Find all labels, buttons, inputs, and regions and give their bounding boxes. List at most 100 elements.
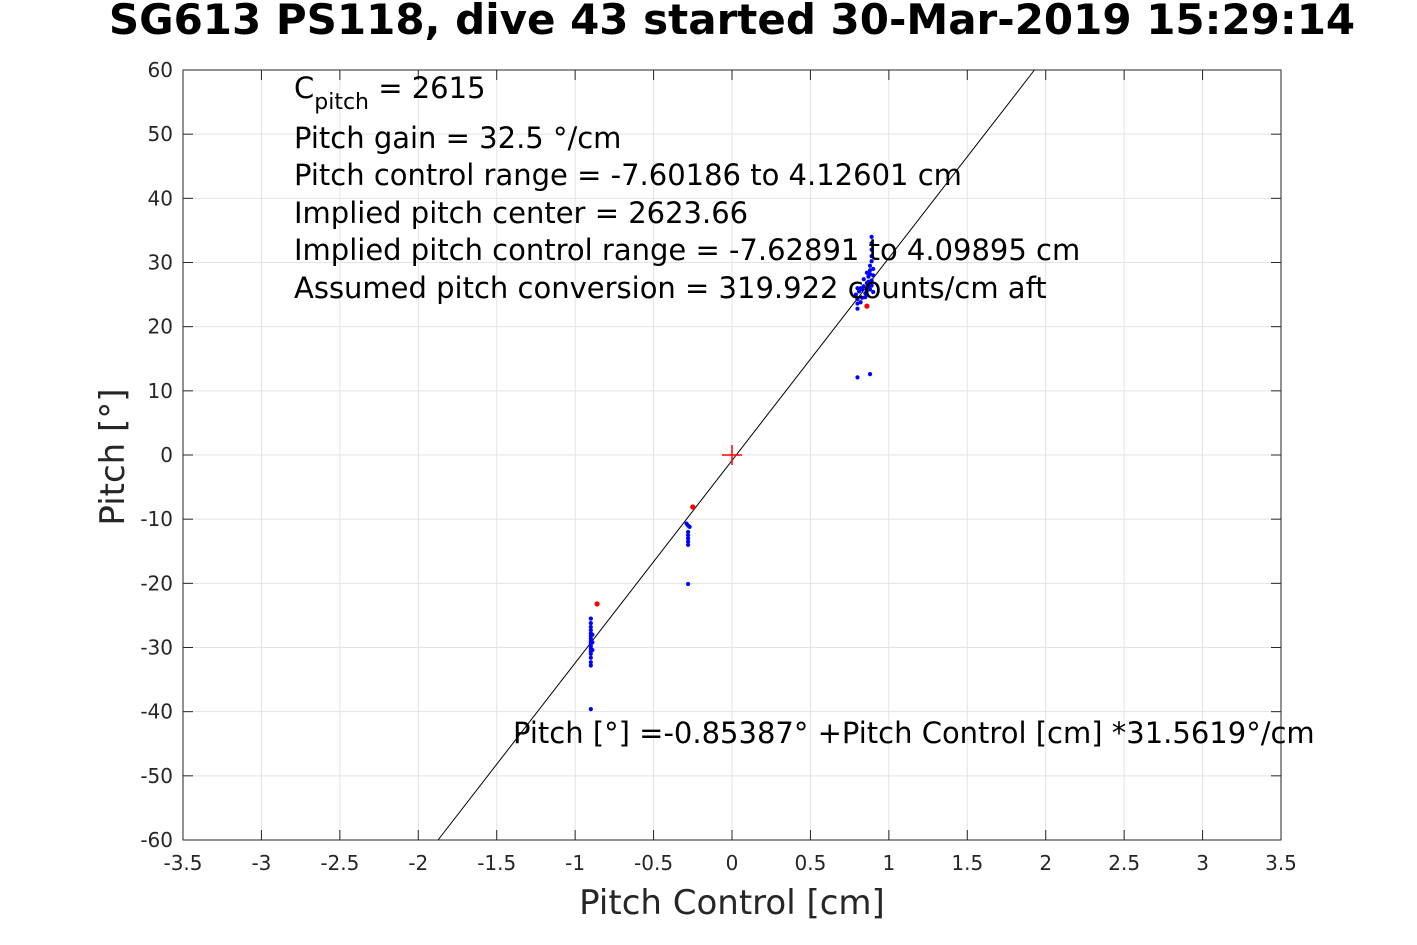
data-point [685, 539, 691, 544]
y-tick-label: -10 [140, 507, 173, 531]
y-tick-label: 50 [148, 122, 173, 146]
data-point [588, 663, 593, 668]
data-point [590, 640, 595, 645]
data-point [863, 295, 868, 300]
x-tick-label: -1 [565, 851, 585, 875]
x-tick-label: 2 [1039, 851, 1052, 875]
data-point [687, 524, 692, 529]
y-tick-label: -50 [140, 764, 173, 788]
data-point [869, 259, 874, 264]
data-point [871, 289, 876, 295]
data-point [588, 624, 593, 630]
cpitch-subscript: pitch [314, 90, 369, 115]
outlier-point [690, 504, 696, 510]
x-tick-label: -2 [408, 851, 428, 875]
data-point [861, 284, 866, 289]
x-axis-label: Pitch Control [cm] [579, 883, 885, 923]
data-point [869, 241, 874, 246]
y-tick-label: -20 [140, 571, 173, 595]
data-point [871, 273, 876, 278]
data-point [855, 306, 860, 311]
data-point [588, 655, 593, 660]
axis-ticks [182, 69, 1282, 841]
annotation-implied-pitch-control-range: Implied pitch control range = -7.62891 t… [294, 233, 1080, 267]
data-point [853, 292, 859, 297]
x-tick-label: -3.5 [163, 851, 202, 875]
y-tick-label: 0 [160, 443, 173, 467]
data-point [860, 295, 865, 300]
data-point [861, 277, 866, 282]
x-tick-label: 1 [882, 851, 895, 875]
data-point [590, 632, 595, 637]
y-tick-label: -60 [140, 828, 173, 852]
data-point [590, 647, 595, 653]
data-point [869, 234, 874, 239]
data-point [858, 300, 863, 305]
data-point [855, 286, 860, 291]
y-tick-label: -40 [140, 700, 173, 724]
y-tick-label: 20 [148, 315, 173, 339]
data-point [856, 289, 862, 294]
x-tick-label: 3.5 [1265, 851, 1297, 875]
data-point [867, 268, 873, 273]
y-tick-label: -30 [140, 636, 173, 660]
data-point [867, 372, 873, 377]
data-point [588, 651, 593, 657]
annotation-pitch-control-range: Pitch control range = -7.60186 to 4.1260… [294, 158, 962, 192]
outlier-point [594, 601, 600, 607]
x-tick-label: 3 [1196, 851, 1209, 875]
x-axis-tick-labels: -3.5 -3 -2.5 -2 -1.5 -1 -0.5 0 0.5 1 1.5 2 2.5 3 3.5 [163, 851, 1296, 875]
chart-title: SG613 PS118, dive 43 started 30-Mar-2019… [109, 0, 1355, 44]
y-axis-tick-labels: -60 -50 -40 -30 -20 -10 0 10 20 30 40 50 60 [140, 58, 173, 852]
x-tick-label: -3 [251, 851, 271, 875]
grid [183, 70, 1281, 840]
data-point [867, 287, 873, 292]
data-point [860, 287, 865, 292]
data-point [869, 253, 874, 259]
data-point [588, 707, 593, 712]
x-tick-label: 0 [726, 851, 739, 875]
cpitch-value: = 2615 [369, 71, 486, 105]
data-point [685, 536, 691, 541]
y-tick-label: 10 [148, 379, 173, 403]
data-point [588, 621, 593, 626]
data-marks [437, 69, 1035, 841]
y-axis-label: Pitch [°] [93, 388, 133, 525]
data-point [685, 533, 691, 538]
annotation-cpitch: Cpitch = 2615 [294, 71, 486, 115]
annotation-pitch-conversion: Assumed pitch conversion = 319.922 count… [294, 271, 1047, 305]
cpitch-symbol: C [294, 71, 314, 105]
data-point [866, 279, 871, 284]
data-point [867, 271, 873, 277]
data-point [855, 375, 860, 380]
x-tick-label: -0.5 [634, 851, 673, 875]
data-point [588, 660, 593, 665]
data-point [869, 278, 874, 283]
data-point [871, 266, 876, 272]
data-point [685, 581, 691, 587]
outlier-point [864, 303, 870, 309]
data-point [588, 628, 593, 633]
x-tick-label: 2.5 [1108, 851, 1140, 875]
x-tick-label: -2.5 [320, 851, 359, 875]
y-tick-label: 40 [148, 186, 173, 210]
data-point [685, 529, 691, 535]
data-point [867, 263, 873, 268]
data-point [855, 301, 860, 306]
data-point [864, 270, 869, 275]
x-tick-label: 0.5 [795, 851, 827, 875]
x-tick-label: -1.5 [477, 851, 516, 875]
data-point [588, 616, 593, 621]
center-plus-marker [722, 445, 742, 465]
annotation-pitch-gain: Pitch gain = 32.5 °/cm [294, 121, 621, 155]
annotation-implied-pitch-center: Implied pitch center = 2623.66 [294, 196, 748, 230]
data-point [685, 542, 691, 547]
data-point [869, 283, 874, 288]
data-point [864, 288, 869, 293]
y-tick-label: 30 [148, 251, 173, 275]
data-point [869, 247, 874, 252]
fit-equation-annotation: Pitch [°] =-0.85387° +Pitch Control [cm]… [513, 716, 1315, 750]
data-point [855, 296, 860, 302]
